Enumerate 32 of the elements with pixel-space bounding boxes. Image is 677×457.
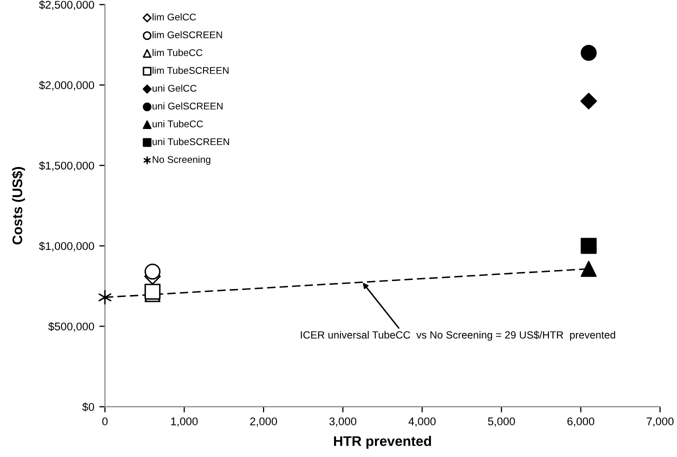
x-tick-label: 4,000 <box>408 417 436 427</box>
legend-label: uni TubeSCREEN <box>152 138 230 146</box>
x-tick-label: 3,000 <box>329 417 356 427</box>
y-tick-label: $2,000,000 <box>39 80 94 90</box>
legend-label: lim GelCC <box>152 13 196 20</box>
y-axis-title: Costs (US$) <box>12 166 26 244</box>
legend-label: No Screening <box>152 156 210 165</box>
point <box>144 264 160 280</box>
point <box>98 290 112 305</box>
legend-label: lim TubeCC <box>152 48 202 56</box>
legend-label: uni GelSCREEN <box>152 102 223 110</box>
legend-label: lim GelSCREEN <box>152 31 222 38</box>
annotation: ICER universal TubeCC vs No Screening = 29 US$/HTR prevented <box>300 330 616 341</box>
y-tick-label: $500,000 <box>48 322 94 332</box>
point <box>580 92 597 110</box>
x-tick-label: 2,000 <box>250 417 278 427</box>
x-tick-label: 6,000 <box>567 417 594 427</box>
y-tick-label: $1,000,000 <box>39 242 94 252</box>
legend-label: uni GelCC <box>152 84 196 92</box>
x-tick-label: 1,000 <box>171 417 198 427</box>
legend-label: lim TubeSCREEN <box>152 66 228 74</box>
x-tick-label: 5,000 <box>488 417 515 427</box>
point <box>580 260 597 277</box>
y-tick-label: $1,500,000 <box>39 161 94 171</box>
legend-label: uni TubeCC <box>152 120 203 128</box>
x-tick-label: 7,000 <box>646 417 674 427</box>
x-tick-label: 0 <box>102 417 108 426</box>
x-axis-title: HTR prevented <box>334 436 431 449</box>
y-tick-label: $2,500,000 <box>39 0 94 10</box>
point <box>580 44 597 61</box>
y-tick-label: $0 <box>82 402 94 412</box>
point <box>580 238 597 254</box>
